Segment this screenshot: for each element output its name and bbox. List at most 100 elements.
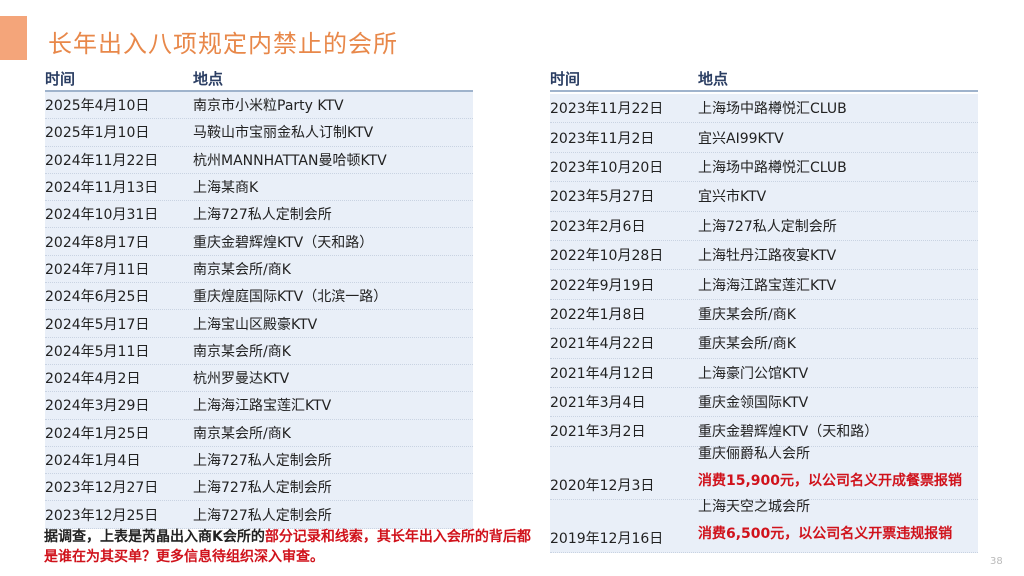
table-row: 2023年11月22日 上海场中路樽悦汇CLUB bbox=[550, 94, 978, 124]
table-row: 2024年11月22日 杭州MANNHATTAN曼哈顿KTV bbox=[45, 146, 473, 174]
cell-time: 2023年12月25日 bbox=[45, 507, 159, 524]
cell-place: 上海727私人定制会所 bbox=[193, 453, 332, 469]
table-row-detail: 2020年12月3日 重庆俪爵私人会所消费15,900元，以公司名义开成餐票报销 bbox=[550, 446, 978, 500]
cell-place: 上海727私人定制会所 bbox=[698, 218, 837, 235]
table-row: 2024年6月25日 重庆煌庭国际KTV（北滨一路） bbox=[45, 283, 473, 311]
table-row: 2024年10月31日 上海727私人定制会所 bbox=[45, 201, 473, 229]
left-table: 时间 地点 2025年4月10日 南京市小米粒Party KTV 2025年1月10… bbox=[45, 68, 473, 529]
note-red: 部分记录和线索，其长年出入会所的背后都是谁在为其买单？更多信息待组织深入审查。 bbox=[44, 529, 531, 565]
cell-time: 2023年5月27日 bbox=[550, 189, 655, 206]
table-row: 2023年5月27日 宜兴市KTV bbox=[550, 182, 978, 212]
table-row: 2024年1月4日 上海727私人定制会所 bbox=[45, 446, 473, 475]
table-row: 2024年8月17日 重庆金碧辉煌KTV（天和路） bbox=[45, 228, 473, 256]
table-row: 2023年11月2日 宜兴AI99KTV bbox=[550, 123, 978, 153]
table-row: 2023年10月20日 上海场中路樽悦汇CLUB bbox=[550, 152, 978, 183]
cell-time: 2024年1月4日 bbox=[45, 453, 141, 469]
cell-time: 2021年3月4日 bbox=[550, 395, 646, 412]
cell-place: 重庆俪爵私人会所消费15,900元，以公司名义开成餐票报销 bbox=[698, 441, 978, 495]
cell-place: 上海场中路樽悦汇CLUB bbox=[698, 159, 847, 176]
expense-note: 消费15,900元，以公司名义开成餐票报销 bbox=[698, 472, 963, 489]
table-row: 2024年11月13日 上海某商K bbox=[45, 173, 473, 202]
cell-time: 2022年1月8日 bbox=[550, 306, 646, 323]
header-time: 时间 bbox=[550, 70, 581, 88]
cell-time: 2021年3月2日 bbox=[550, 424, 646, 441]
cell-place: 上海某商K bbox=[193, 180, 259, 197]
investigation-note: 据调查，上表是芮晶出入商K会所的部分记录和线索，其长年出入会所的背后都是谁在为其… bbox=[44, 527, 534, 567]
cell-time: 2025年4月10日 bbox=[45, 98, 150, 115]
cell-place: 宜兴市KTV bbox=[698, 189, 767, 206]
table-row: 2024年1月25日 南京某会所/商K bbox=[45, 419, 473, 447]
note-black: 据调查，上表是芮晶出入商K会所的 bbox=[44, 529, 265, 545]
table-row: 2023年12月27日 上海727私人定制会所 bbox=[45, 474, 473, 502]
cell-time: 2022年9月19日 bbox=[550, 277, 655, 294]
cell-place: 上海727私人定制会所 bbox=[193, 207, 332, 224]
cell-time: 2021年4月22日 bbox=[550, 336, 655, 353]
cell-place: 南京某会所/商K bbox=[193, 425, 291, 442]
cell-place: 重庆金领国际KTV bbox=[698, 395, 809, 412]
table-row: 2021年3月4日 重庆金领国际KTV bbox=[550, 387, 978, 418]
header-place: 地点 bbox=[193, 70, 224, 88]
cell-place: 上海场中路樽悦汇CLUB bbox=[698, 101, 847, 118]
title-accent-block bbox=[0, 16, 27, 60]
table-row: 2024年7月11日 南京某会所/商K bbox=[45, 255, 473, 284]
cell-time: 2022年10月28日 bbox=[550, 248, 664, 265]
cell-place: 上海豪门公馆KTV bbox=[698, 365, 809, 382]
header-place: 地点 bbox=[698, 70, 729, 88]
table-row: 2021年4月22日 重庆某会所/商K bbox=[550, 329, 978, 359]
cell-place: 杭州罗曼达KTV bbox=[193, 371, 290, 388]
header-time: 时间 bbox=[45, 70, 76, 88]
cell-time: 2023年11月22日 bbox=[550, 101, 664, 118]
cell-place: 上海727私人定制会所 bbox=[193, 507, 332, 524]
cell-time: 2024年8月17日 bbox=[45, 234, 150, 251]
cell-time: 2024年11月13日 bbox=[45, 180, 159, 197]
cell-time: 2019年12月16日 bbox=[550, 530, 664, 547]
cell-time: 2023年2月6日 bbox=[550, 218, 646, 235]
place-name: 重庆俪爵私人会所 bbox=[698, 445, 810, 462]
cell-time: 2024年7月11日 bbox=[45, 261, 150, 278]
table-row: 2024年5月11日 南京某会所/商K bbox=[45, 337, 473, 365]
cell-time: 2025年1月10日 bbox=[45, 125, 150, 142]
cell-time: 2024年4月2日 bbox=[45, 371, 141, 388]
cell-time: 2020年12月3日 bbox=[550, 477, 655, 494]
table-row: 2025年4月10日 南京市小米粒Party KTV bbox=[45, 92, 473, 120]
cell-time: 2023年12月27日 bbox=[45, 480, 159, 497]
cell-time: 2023年11月2日 bbox=[550, 130, 655, 147]
table-row: 2023年12月25日 上海727私人定制会所 bbox=[45, 501, 473, 529]
cell-place: 马鞍山市宝丽金私人订制KTV bbox=[193, 125, 374, 142]
table-row: 2024年5月17日 上海宝山区殿豪KTV bbox=[45, 310, 473, 338]
cell-place: 上海宝山区殿豪KTV bbox=[193, 316, 318, 333]
right-table: 时间 地点 2023年11月22日 上海场中路樽悦汇CLUB 2023年11月2日宜… bbox=[550, 68, 978, 553]
cell-place: 重庆金碧辉煌KTV（天和路） bbox=[698, 424, 879, 441]
cell-place: 上海海江路宝莲汇KTV bbox=[698, 277, 837, 294]
cell-place: 重庆煌庭国际KTV（北滨一路） bbox=[193, 289, 388, 306]
cell-place: 上海海江路宝莲汇KTV bbox=[193, 398, 332, 415]
table-row: 2024年3月29日 上海海江路宝莲汇KTV bbox=[45, 392, 473, 420]
slide-title: 长年出入八项规定内禁止的会所 bbox=[48, 30, 398, 58]
table-row: 2021年4月12日 上海豪门公馆KTV bbox=[550, 358, 978, 388]
page-number: 38 bbox=[990, 556, 1003, 567]
cell-time: 2024年10月31日 bbox=[45, 207, 159, 224]
cell-time: 2023年10月20日 bbox=[550, 159, 664, 176]
cell-place: 南京市小米粒Party KTV bbox=[193, 98, 344, 115]
cell-time: 2024年6月25日 bbox=[45, 289, 150, 306]
cell-place: 重庆金碧辉煌KTV（天和路） bbox=[193, 234, 374, 251]
cell-time: 2024年1月25日 bbox=[45, 425, 150, 442]
table-row: 2022年10月28日 上海牡丹江路夜宴KTV bbox=[550, 240, 978, 271]
table-row: 2022年1月8日 重庆某会所/商K bbox=[550, 299, 978, 330]
table-row: 2024年4月2日 杭州罗曼达KTV bbox=[45, 364, 473, 393]
cell-place: 重庆某会所/商K bbox=[698, 306, 796, 323]
table-row: 2023年2月6日 上海727私人定制会所 bbox=[550, 211, 978, 241]
cell-time: 2024年3月29日 bbox=[45, 398, 150, 415]
table-header: 时间 地点 bbox=[550, 68, 978, 92]
cell-time: 2024年11月22日 bbox=[45, 152, 159, 169]
cell-place: 南京某会所/商K bbox=[193, 343, 291, 360]
cell-time: 2024年5月17日 bbox=[45, 316, 150, 333]
table-header: 时间 地点 bbox=[45, 68, 473, 92]
table-row: 2021年3月2日 重庆金碧辉煌KTV（天和路） bbox=[550, 417, 978, 447]
cell-place: 重庆某会所/商K bbox=[698, 336, 796, 353]
cell-place: 宜兴AI99KTV bbox=[698, 130, 784, 147]
expense-note: 消费6,500元，以公司名义开票违规报销 bbox=[698, 525, 953, 542]
cell-place: 上海牡丹江路夜宴KTV bbox=[698, 248, 837, 265]
table-row: 2025年1月10日 马鞍山市宝丽金私人订制KTV bbox=[45, 119, 473, 147]
table-row: 2022年9月19日 上海海江路宝莲汇KTV bbox=[550, 270, 978, 300]
